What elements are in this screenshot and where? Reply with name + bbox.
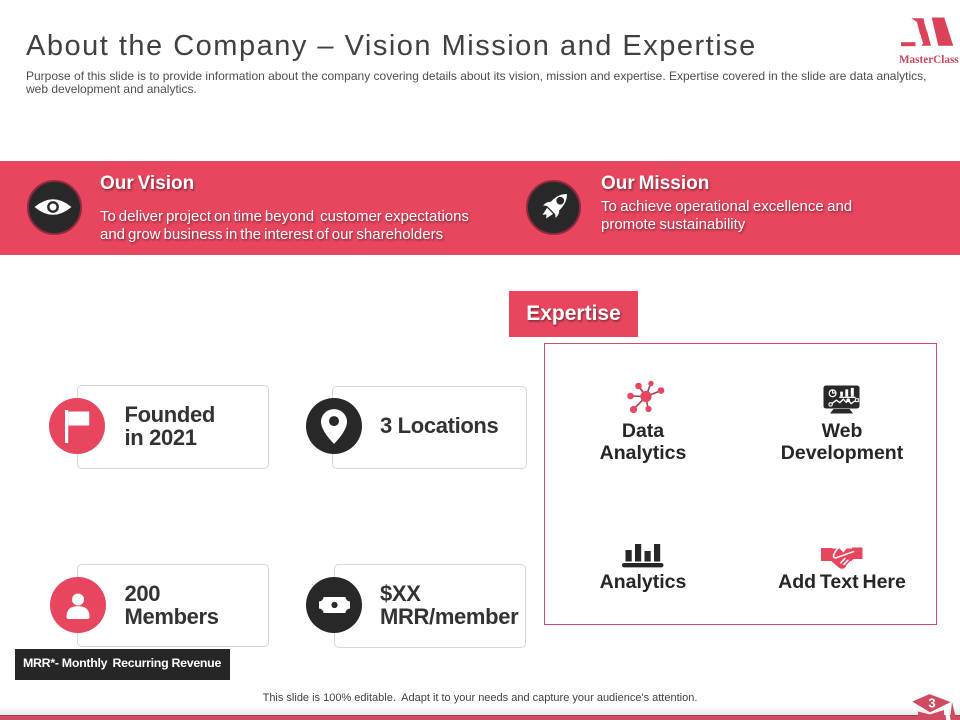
svg-text:3: 3 <box>928 695 935 710</box>
svg-text:MasterClass: MasterClass <box>899 54 959 66</box>
